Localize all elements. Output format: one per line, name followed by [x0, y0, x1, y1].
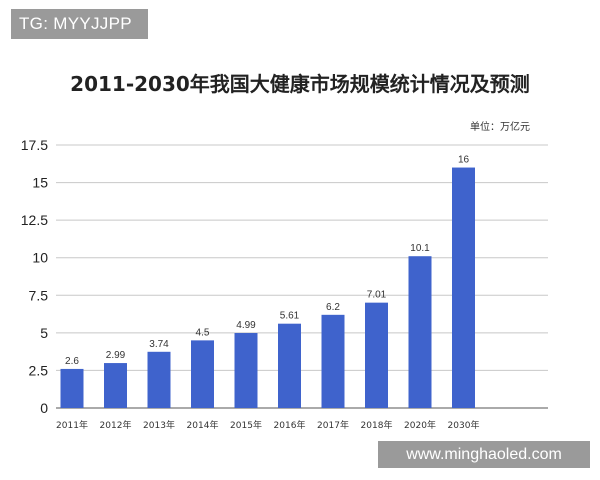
x-tick-label: 2030年 — [448, 419, 480, 431]
x-tick-label: 2017年 — [317, 419, 349, 431]
data-label: 2.99 — [106, 350, 126, 361]
bar — [104, 363, 127, 408]
data-labels: 2.6 2.99 3.74 4.5 4.99 5.61 6.2 7.01 10.1 16 — [65, 155, 469, 367]
y-tick-label: 12.5 — [21, 212, 48, 228]
x-axis-labels: 2011年 2012年 2013年 2014年 2015年 2016年 2017年 2018年… — [56, 419, 479, 431]
y-tick-label: 2.5 — [29, 362, 49, 378]
bar — [321, 314, 345, 408]
x-tick-label: 2016年 — [274, 419, 306, 431]
y-tick-label: 17.5 — [21, 137, 48, 153]
y-axis-ticks: 0 2.5 5 7.5 10 12.5 15 17.5 — [21, 137, 48, 416]
data-label: 2.6 — [65, 356, 79, 367]
bars — [60, 167, 475, 408]
y-tick-label: 5 — [40, 325, 48, 341]
x-tick-label: 2014年 — [187, 419, 219, 431]
data-label: 4.99 — [236, 320, 256, 331]
data-label: 7.01 — [367, 290, 387, 301]
data-label: 3.74 — [149, 339, 169, 350]
bar — [147, 351, 171, 408]
unit-label: 单位：万亿元 — [470, 122, 530, 133]
bar — [278, 323, 301, 408]
bar — [191, 340, 214, 408]
x-tick-label: 2012年 — [100, 419, 132, 431]
y-tick-label: 0 — [40, 400, 48, 416]
data-label: 16 — [458, 155, 470, 166]
data-label: 5.61 — [280, 311, 300, 322]
y-tick-label: 7.5 — [29, 287, 49, 303]
x-tick-label: 2013年 — [143, 419, 175, 431]
x-tick-label: 2020年 — [404, 419, 436, 431]
x-tick-label: 2015年 — [230, 419, 262, 431]
x-tick-label: 2018年 — [361, 419, 393, 431]
bar — [408, 256, 432, 408]
bar — [60, 368, 84, 408]
data-label: 10.1 — [410, 243, 430, 254]
bar — [234, 333, 258, 408]
y-tick-label: 15 — [32, 175, 48, 191]
x-tick-label: 2011年 — [56, 419, 88, 431]
chart-title: 2011-2030年我国大健康市场规模统计情况及预测 — [70, 72, 530, 96]
y-tick-label: 10 — [32, 250, 48, 266]
website-watermark: www.minghaoled.com — [378, 441, 590, 468]
watermark-tag: TG: MYYJJPP — [11, 9, 148, 39]
data-label: 6.2 — [326, 302, 340, 313]
bar — [365, 302, 388, 408]
data-label: 4.5 — [196, 327, 210, 338]
bar — [452, 167, 475, 408]
